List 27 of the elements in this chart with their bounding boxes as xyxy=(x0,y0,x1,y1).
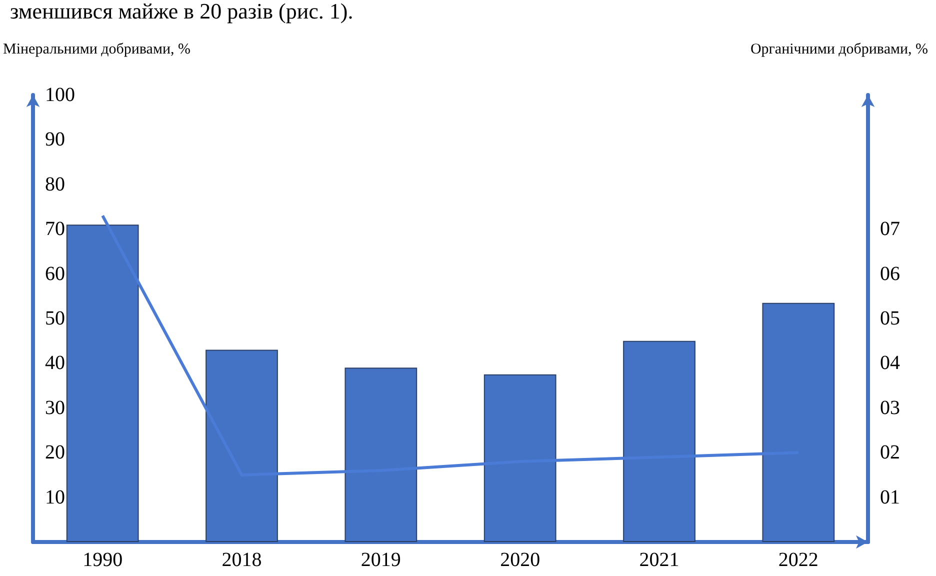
y2-tick-label: 01 xyxy=(880,486,900,508)
y-tick-label: 30 xyxy=(45,396,65,419)
y-tick-label: 100 xyxy=(45,84,75,106)
x-tick-label: 2020 xyxy=(500,549,540,571)
y-tick-label: 90 xyxy=(45,128,65,151)
y2-tick-label: 02 xyxy=(880,442,900,464)
y2-tick-label: 05 xyxy=(880,308,900,330)
x-tick-label: 1990 xyxy=(82,549,123,571)
y-tick-label: 20 xyxy=(45,442,65,464)
x-tick-label: 2018 xyxy=(222,549,262,571)
y2-tick-label: 04 xyxy=(880,352,900,374)
y2-tick-label: 06 xyxy=(880,262,900,285)
y-tick-label: 40 xyxy=(45,352,65,374)
y-tick-label: 70 xyxy=(45,218,65,240)
y-tick-label: 50 xyxy=(45,308,65,330)
y-tick-label: 10 xyxy=(45,486,65,508)
text: зменшився майже в 20 разів (рис. 1). xyxy=(10,0,354,24)
line-series xyxy=(101,214,800,476)
x-tick-label: 2019 xyxy=(360,549,401,571)
y-axis-title: Мінеральними добривами, % xyxy=(3,42,190,58)
x-tick-label: 2022 xyxy=(778,549,818,571)
y2-tick-label: 07 xyxy=(880,218,900,240)
y-tick-label: 60 xyxy=(45,262,65,285)
x-tick-label: 2021 xyxy=(639,549,680,571)
y-tick-label: 80 xyxy=(45,173,65,196)
y2-axis-title: Органічними добривами, % xyxy=(750,42,928,58)
y2-tick-label: 03 xyxy=(880,396,900,419)
